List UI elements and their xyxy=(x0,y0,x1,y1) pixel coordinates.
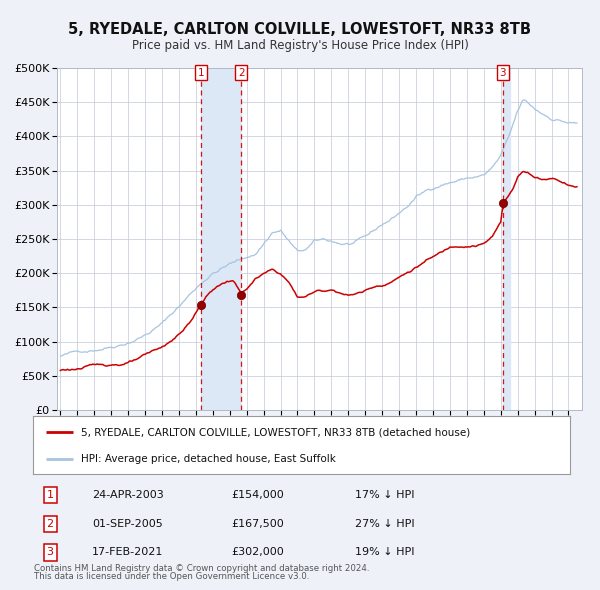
Text: £302,000: £302,000 xyxy=(232,548,284,558)
Text: 19% ↓ HPI: 19% ↓ HPI xyxy=(355,548,415,558)
Bar xyxy=(503,68,509,410)
Text: Price paid vs. HM Land Registry's House Price Index (HPI): Price paid vs. HM Land Registry's House … xyxy=(131,39,469,52)
Text: 2: 2 xyxy=(47,519,54,529)
Text: This data is licensed under the Open Government Licence v3.0.: This data is licensed under the Open Gov… xyxy=(34,572,310,581)
Text: £167,500: £167,500 xyxy=(232,519,284,529)
Text: 17-FEB-2021: 17-FEB-2021 xyxy=(92,548,163,558)
Bar xyxy=(201,68,241,410)
Text: 17% ↓ HPI: 17% ↓ HPI xyxy=(355,490,415,500)
Text: 5, RYEDALE, CARLTON COLVILLE, LOWESTOFT, NR33 8TB (detached house): 5, RYEDALE, CARLTON COLVILLE, LOWESTOFT,… xyxy=(82,427,470,437)
Text: £154,000: £154,000 xyxy=(232,490,284,500)
Text: 1: 1 xyxy=(47,490,53,500)
Text: 5, RYEDALE, CARLTON COLVILLE, LOWESTOFT, NR33 8TB: 5, RYEDALE, CARLTON COLVILLE, LOWESTOFT,… xyxy=(68,22,532,37)
Text: 3: 3 xyxy=(500,68,506,78)
Text: 3: 3 xyxy=(47,548,53,558)
Text: 27% ↓ HPI: 27% ↓ HPI xyxy=(355,519,415,529)
Text: HPI: Average price, detached house, East Suffolk: HPI: Average price, detached house, East… xyxy=(82,454,336,464)
Text: 2: 2 xyxy=(238,68,244,78)
Text: 1: 1 xyxy=(198,68,205,78)
Text: 24-APR-2003: 24-APR-2003 xyxy=(92,490,164,500)
Text: 01-SEP-2005: 01-SEP-2005 xyxy=(92,519,163,529)
Text: Contains HM Land Registry data © Crown copyright and database right 2024.: Contains HM Land Registry data © Crown c… xyxy=(34,563,370,572)
